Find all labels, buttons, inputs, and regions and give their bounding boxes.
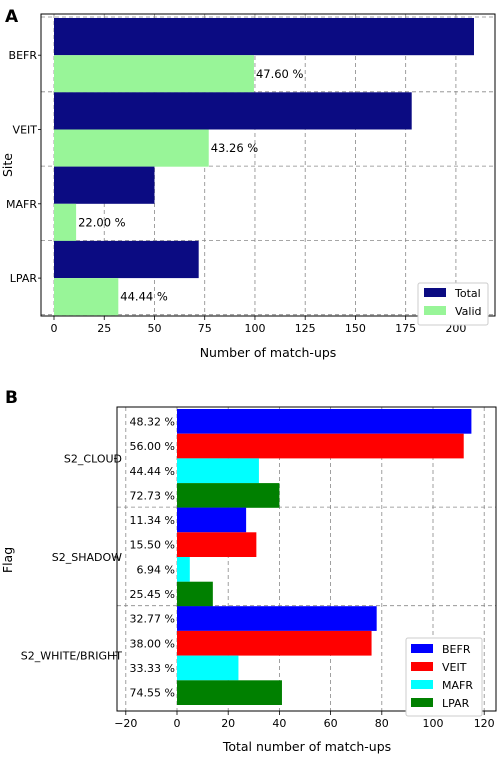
y-tick-label: S2_CLOUD [64,452,122,465]
legend: Total Valid [417,282,489,326]
bar-mafr [177,458,259,484]
legend-label-valid: Valid [455,305,482,318]
legend-swatch-mafr [411,680,433,689]
valid-bar [54,55,254,93]
panel-a: 47.60 % BEFR 43.26 % VEIT 22.00 % MAFR 44.44 %… [0,7,496,360]
bar-value-label: 32.77 % [130,613,175,626]
legend-swatch-befr [411,644,433,653]
valid-bar [54,129,209,167]
bar-value-label: 6.94 % [137,563,175,576]
y-axis-label: Site [0,153,15,177]
total-bar [54,240,199,279]
y-tick-label: LPAR [10,272,38,285]
bar-annotation: 22.00 % [78,215,126,229]
bar-lpar [177,680,282,705]
x-tick-label: 150 [345,322,366,335]
x-tick-label: −20 [114,717,137,730]
bar-mafr [177,655,239,681]
bar-value-label: 48.32 % [130,415,175,428]
bar-value-label: 56.00 % [130,440,175,453]
bar-mafr [177,557,190,582]
x-tick-label: 125 [295,322,316,335]
y-tick-label: MAFR [6,198,37,211]
bar-value-label: 44.44 % [130,465,175,478]
panel-label: B [5,388,18,408]
legend-swatch-lpar [411,698,433,707]
x-tick-label: 50 [147,322,161,335]
bar-befr [177,606,377,631]
total-bar [54,18,474,56]
bar-veit [177,433,464,459]
y-tick-label: VEIT [13,124,38,137]
bar-value-label: 11.34 % [130,514,175,527]
bar-befr [177,507,247,533]
legend-label-lpar: LPAR [442,697,470,710]
legend-swatch-veit [411,662,433,671]
x-tick-label: 60 [324,717,338,730]
x-tick-label: 75 [198,322,212,335]
x-tick-label: 175 [395,322,416,335]
bar-annotation: 43.26 % [211,141,259,155]
x-tick-label: 120 [474,717,495,730]
legend-label-total: Total [454,287,481,300]
x-tick-label: 25 [97,322,111,335]
x-tick-label: 40 [272,717,286,730]
x-axis-label: Total number of match-ups [222,739,391,754]
bar-value-label: 38.00 % [130,637,175,650]
bar-veit [177,532,257,557]
y-tick-label: BEFR [9,49,38,62]
y-tick-label: S2_WHITE/BRIGHT [21,650,122,663]
legend: BEFR VEIT MAFR LPAR [405,637,483,717]
legend-swatch-valid [424,306,446,315]
bar-annotation: 47.60 % [256,67,304,81]
bar-value-label: 33.33 % [130,662,175,675]
total-bar [54,166,155,204]
plot-frame [116,406,497,712]
x-tick-label: 0 [51,322,58,335]
bar-lpar [177,483,280,508]
valid-bar [54,278,119,316]
x-tick-label: 20 [221,717,235,730]
bar-befr [177,409,472,434]
x-tick-label: 80 [375,717,389,730]
bar-value-label: 72.73 % [130,489,175,502]
legend-swatch-total [424,288,446,297]
y-tick-label: S2_SHADOW [52,551,122,564]
valid-bar [54,203,77,241]
x-tick-label: 100 [244,322,265,335]
x-tick-label: 100 [423,717,444,730]
panel-b: 48.32 % 56.00 % 44.44 % 72.73 % S2_CLOUD 11.3… [0,388,497,754]
x-axis-label: Number of match-ups [200,345,337,360]
bar-value-label: 25.45 % [130,588,175,601]
x-tick-label: 0 [174,717,181,730]
legend-box [405,637,483,717]
legend-label-veit: VEIT [442,661,467,674]
y-axis-label: Flag [0,547,15,573]
bar-value-label: 15.50 % [130,539,175,552]
bar-veit [177,630,372,656]
bar-value-label: 74.55 % [130,687,175,700]
total-bar [54,92,412,130]
bar-annotation: 44.44 % [120,290,168,304]
legend-label-mafr: MAFR [442,679,473,692]
plot-frame [40,13,496,317]
legend-label-befr: BEFR [442,643,471,656]
panel-label: A [5,7,19,27]
bar-lpar [177,581,213,607]
